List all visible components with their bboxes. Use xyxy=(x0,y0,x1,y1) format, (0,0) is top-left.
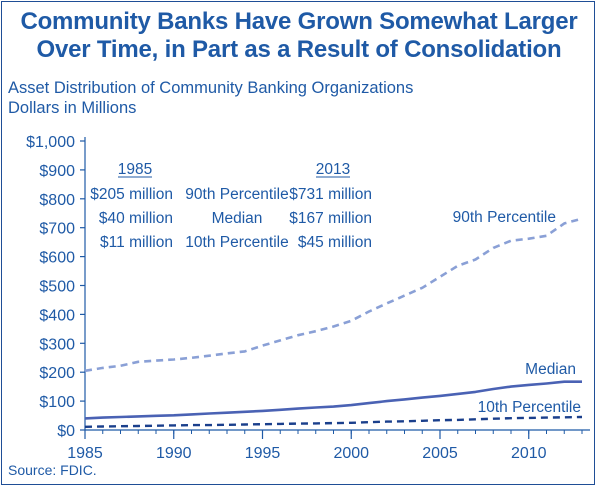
y-tick-label: $400 xyxy=(39,307,75,324)
x-tick-label: 1990 xyxy=(156,445,192,462)
chart-axes: $0 $100 $200 $300 $400 $500 $600 $700 $800 $900 $1… xyxy=(26,134,590,462)
series-line-0 xyxy=(84,217,583,373)
x-tick-label: 1985 xyxy=(67,445,103,462)
table-row-label: 90th Percentile xyxy=(185,186,288,203)
y-tick-label: $300 xyxy=(39,336,75,353)
y-tick-label: $700 xyxy=(39,221,75,238)
table-header-1985: 1985 xyxy=(118,161,152,178)
y-tick-label: $1,000 xyxy=(26,134,75,151)
table-1985-value: $205 million xyxy=(90,186,173,203)
table-row-label: Median xyxy=(212,210,263,227)
chart-labels: 90th Percentile Median 10th Percentile 1985… xyxy=(90,161,581,416)
x-tick-label: 2005 xyxy=(422,445,458,462)
table-row-label: 10th Percentile xyxy=(185,234,288,251)
chart-subtitle: Asset Distribution of Community Banking … xyxy=(8,78,413,118)
table-2013-value: $167 million xyxy=(289,210,372,227)
y-tick-label: $500 xyxy=(39,279,75,296)
x-tick-label: 2010 xyxy=(511,445,547,462)
x-tick-label: 2000 xyxy=(333,445,369,462)
table-1985-value: $11 million xyxy=(100,234,173,251)
chart-series xyxy=(84,217,583,428)
y-tick-label: $600 xyxy=(39,250,75,267)
y-tick-label: $900 xyxy=(39,163,75,180)
table-2013-value: $45 million xyxy=(298,234,372,251)
chart-title: Community Banks Have Grown Somewhat Larg… xyxy=(2,8,596,64)
x-tick-label: 1995 xyxy=(245,445,281,462)
y-tick-label: $0 xyxy=(57,423,75,440)
table-2013-value: $731 million xyxy=(289,186,372,203)
table-1985-value: $40 million xyxy=(99,210,173,227)
y-tick-label: $200 xyxy=(39,365,75,382)
source-note: Source: FDIC. xyxy=(8,462,97,478)
title-line-1: Community Banks Have Grown Somewhat Larg… xyxy=(20,8,578,35)
subtitle-line-1: Asset Distribution of Community Banking … xyxy=(8,79,414,97)
table-header-2013: 2013 xyxy=(316,161,350,178)
series-label-90th: 90th Percentile xyxy=(453,209,556,226)
title-line-2: Over Time, in Part as a Result of Consol… xyxy=(36,36,562,63)
series-label-10th: 10th Percentile xyxy=(478,399,581,416)
series-line-1 xyxy=(84,380,582,420)
subtitle-line-2: Dollars in Millions xyxy=(8,99,137,117)
y-tick-label: $800 xyxy=(39,192,75,209)
series-label-median: Median xyxy=(525,361,576,378)
y-tick-label: $100 xyxy=(39,394,75,411)
series-line-2 xyxy=(84,415,583,428)
